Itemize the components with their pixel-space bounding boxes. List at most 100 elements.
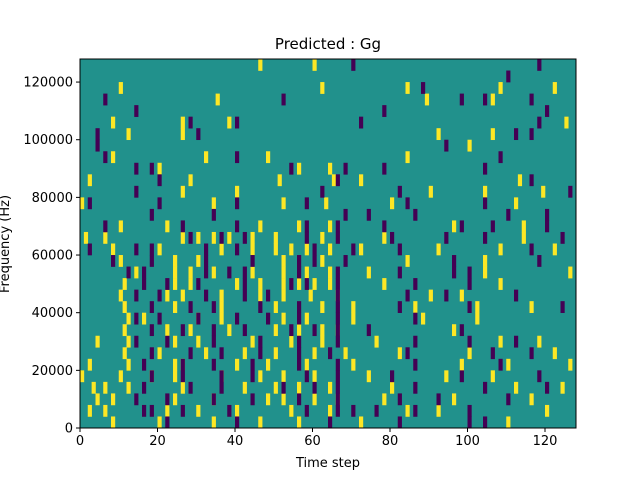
heatmap-cell-high	[196, 255, 201, 267]
heatmap-cell-low	[343, 208, 348, 221]
heatmap-cell-high	[211, 266, 216, 279]
chart-title: Predicted : Gg	[275, 35, 381, 53]
heatmap-cell-high	[521, 231, 526, 244]
heatmap-cell-high	[157, 243, 162, 256]
x-tick-label: 0	[76, 434, 84, 449]
heatmap-cell-high	[560, 381, 565, 394]
heatmap-cell-high	[514, 197, 519, 210]
heatmap-cell-low	[320, 185, 325, 198]
heatmap-cell-high	[111, 243, 116, 256]
y-tick-label: 100000	[23, 133, 73, 148]
x-tick-label: 40	[227, 434, 244, 449]
heatmap-cell-high	[180, 116, 185, 129]
heatmap-cell-low	[103, 220, 108, 233]
heatmap-cell-high	[359, 416, 364, 429]
heatmap-cell-low	[204, 255, 209, 267]
heatmap-cell-high	[196, 404, 201, 417]
heatmap-cell-high	[297, 220, 302, 233]
heatmap-cell-high	[506, 358, 511, 371]
heatmap-cell-high	[312, 278, 317, 290]
heatmap-cell-low	[149, 370, 154, 383]
heatmap-cell-low	[490, 220, 495, 233]
heatmap-cell-low	[297, 393, 302, 406]
heatmap-cell-high	[483, 255, 488, 267]
heatmap-cell-low	[304, 231, 309, 244]
heatmap-cell-high	[80, 197, 85, 210]
heatmap-cell-low	[304, 370, 309, 383]
heatmap-cell-low	[335, 404, 340, 417]
heatmap-cell-high	[320, 82, 325, 94]
heatmap-cell-low	[397, 266, 402, 279]
heatmap-cell-high	[126, 381, 131, 394]
heatmap-cell-low	[297, 335, 302, 348]
heatmap-cell-low	[157, 289, 162, 302]
heatmap-cell-high	[459, 289, 464, 302]
heatmap-cell-low	[165, 416, 170, 429]
heatmap-cell-low	[165, 278, 170, 290]
heatmap-cell-low	[498, 358, 503, 371]
heatmap-cell-high	[281, 393, 286, 406]
heatmap-cell-high	[211, 416, 216, 429]
heatmap-cell-low	[413, 312, 418, 325]
heatmap-cell-high	[475, 312, 480, 325]
heatmap-cell-high	[320, 301, 325, 313]
y-tick-label: 80000	[32, 191, 73, 206]
heatmap-cell-low	[111, 255, 116, 267]
heatmap-cell-low	[188, 301, 193, 313]
heatmap-cell-low	[134, 243, 139, 256]
heatmap-cell-high	[273, 301, 278, 313]
heatmap-cell-high	[483, 185, 488, 198]
heatmap-cell-low	[188, 381, 193, 394]
heatmap-cell-high	[552, 82, 557, 94]
heatmap-cell-low	[157, 197, 162, 210]
heatmap-cell-low	[328, 416, 333, 429]
heatmap-cell-high	[328, 381, 333, 394]
heatmap-cell-high	[320, 255, 325, 267]
heatmap-cell-high	[308, 289, 313, 302]
heatmap-cell-low	[266, 312, 271, 325]
heatmap-cell-high	[258, 278, 263, 290]
heatmap-cell-low	[180, 370, 185, 383]
heatmap-cell-low	[413, 358, 418, 371]
heatmap-cell-high	[328, 162, 333, 175]
heatmap-cell-low	[250, 255, 255, 267]
y-axis-label: Frequency (Hz)	[0, 195, 13, 293]
heatmap-cell-high	[118, 289, 123, 302]
heatmap-cell-low	[142, 278, 147, 290]
heatmap-cell-high	[405, 82, 410, 94]
heatmap-cell-low	[297, 347, 302, 360]
heatmap-cell-low	[235, 116, 240, 129]
heatmap-cell-high	[498, 243, 503, 256]
heatmap-cell-low	[134, 335, 139, 348]
heatmap-cell-high	[242, 347, 247, 360]
heatmap-cell-high	[452, 324, 457, 337]
heatmap-cell-high	[215, 93, 220, 106]
heatmap-cell-high	[312, 370, 317, 383]
heatmap-cell-high	[304, 266, 309, 279]
heatmap-cell-low	[103, 93, 108, 106]
heatmap-cell-high	[87, 174, 92, 187]
heatmap-cell-high	[366, 266, 371, 279]
heatmap-cell-high	[281, 289, 286, 302]
heatmap-cell-high	[289, 335, 294, 348]
heatmap-cell-high	[521, 220, 526, 233]
heatmap-cell-low	[149, 255, 154, 267]
heatmap-cell-high	[405, 151, 410, 164]
heatmap-cell-low	[359, 116, 364, 129]
heatmap-cell-low	[529, 93, 534, 106]
heatmap-cell-low	[335, 174, 340, 187]
heatmap-cell-low	[343, 255, 348, 267]
x-tick-label: 80	[382, 434, 399, 449]
heatmap-cell-low	[211, 358, 216, 371]
heatmap-cell-low	[335, 381, 340, 394]
heatmap-cell-high	[490, 93, 495, 106]
heatmap-cell-high	[180, 289, 185, 302]
heatmap-cell-low	[514, 289, 519, 302]
heatmap-cell-low	[258, 301, 263, 313]
heatmap-cell-low	[134, 185, 139, 198]
heatmap-cell-low	[467, 301, 472, 313]
heatmap-cell-low	[335, 289, 340, 302]
heatmap-cell-low	[149, 404, 154, 417]
heatmap-cell-low	[366, 324, 371, 337]
heatmap-cell-high	[196, 335, 201, 348]
